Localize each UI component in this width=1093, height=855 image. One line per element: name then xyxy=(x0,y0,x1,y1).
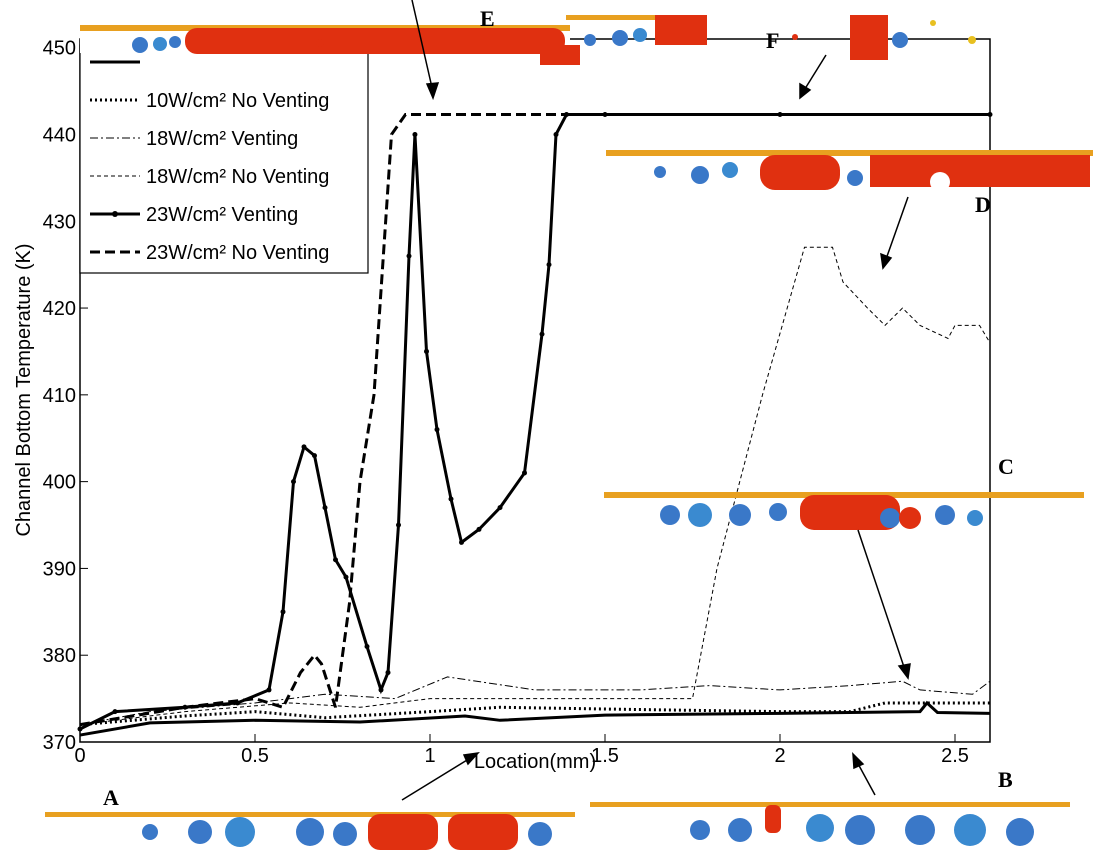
legend-label: 23W/cm² No Venting xyxy=(146,242,329,264)
annotation: A xyxy=(103,785,119,810)
y-tick-label: 450 xyxy=(43,38,76,60)
marker xyxy=(477,527,482,532)
x-tick-label: 1 xyxy=(424,745,435,767)
legend-label: 23W/cm² Venting xyxy=(146,204,298,226)
marker xyxy=(424,349,429,354)
annotation: F xyxy=(766,28,779,53)
marker xyxy=(396,523,401,528)
inset-a xyxy=(45,812,575,850)
y-tick-label: 430 xyxy=(43,211,76,233)
annotation: D xyxy=(975,192,991,217)
y-tick-label: 440 xyxy=(43,124,76,146)
annotation: E xyxy=(480,6,495,31)
marker xyxy=(78,726,83,731)
marker xyxy=(291,479,296,484)
marker xyxy=(302,444,307,449)
marker xyxy=(323,505,328,510)
legend-label: 18W/cm² No Venting xyxy=(146,166,329,188)
y-tick-label: 400 xyxy=(43,472,76,494)
legend-marker xyxy=(112,211,118,217)
legend-box xyxy=(80,45,368,273)
marker xyxy=(281,609,286,614)
y-tick-label: 410 xyxy=(43,385,76,407)
marker xyxy=(365,644,370,649)
marker xyxy=(407,253,412,258)
marker xyxy=(379,687,384,692)
y-axis-label: Channel Bottom Temperature (K) xyxy=(13,243,35,536)
inset-b xyxy=(590,802,1070,846)
x-tick-label: 0.5 xyxy=(241,745,269,767)
annotation: B xyxy=(998,767,1013,792)
marker xyxy=(386,670,391,675)
marker xyxy=(267,687,272,692)
marker xyxy=(449,496,454,501)
y-tick-label: 420 xyxy=(43,298,76,320)
legend-label: 18W/cm² Venting xyxy=(146,128,298,150)
chart: 00.511.522.5370380390400410420430440450 … xyxy=(0,0,1093,850)
y-tick-label: 370 xyxy=(43,732,76,754)
marker xyxy=(547,262,552,267)
x-tick-label: 0 xyxy=(74,745,85,767)
marker xyxy=(554,132,559,137)
legend-label: 10W/cm² No Venting xyxy=(146,90,329,112)
marker xyxy=(113,709,118,714)
marker xyxy=(412,132,417,137)
y-tick-label: 380 xyxy=(43,645,76,667)
marker xyxy=(344,575,349,580)
x-axis-label: Location(mm) xyxy=(474,751,596,773)
marker xyxy=(498,505,503,510)
y-tick-label: 390 xyxy=(43,558,76,580)
marker xyxy=(540,332,545,337)
annotation: C xyxy=(998,454,1014,479)
marker xyxy=(435,427,440,432)
x-tick-label: 2 xyxy=(774,745,785,767)
marker xyxy=(522,470,527,475)
marker xyxy=(459,540,464,545)
marker xyxy=(312,453,317,458)
x-tick-label: 2.5 xyxy=(941,745,969,767)
marker xyxy=(333,557,338,562)
